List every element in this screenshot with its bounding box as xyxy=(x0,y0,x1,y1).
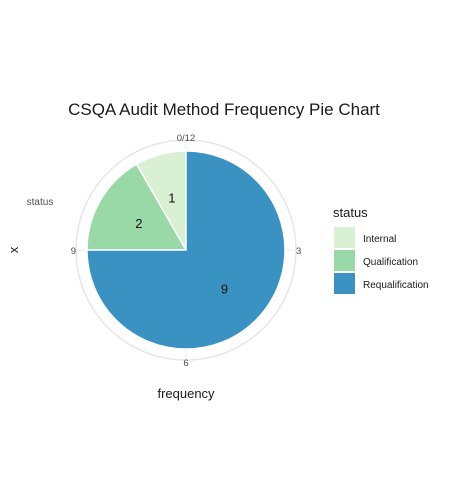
slice-value-label-qualification: 2 xyxy=(135,216,142,231)
legend-label-requalification: Requalification xyxy=(363,280,429,291)
legend-swatch-internal xyxy=(334,227,355,248)
legend-title: status xyxy=(333,205,368,220)
slice-value-label-internal: 1 xyxy=(168,190,175,205)
legend-label-qualification: Qualification xyxy=(363,257,418,268)
pie-slice-requalification xyxy=(86,150,286,350)
legend-swatch-qualification xyxy=(334,250,355,271)
legend-swatch-requalification xyxy=(334,273,355,294)
theta-tick-bottom: 6 xyxy=(183,358,188,369)
slice-value-label-requalification: 9 xyxy=(221,282,228,297)
legend: status Internal Qualification Requalificat… xyxy=(333,205,429,294)
pie-slice-qualification xyxy=(86,163,188,251)
x-axis-label: frequency xyxy=(157,386,215,401)
y-category-label: status xyxy=(27,197,54,208)
theta-tick-left: 9 xyxy=(71,246,76,257)
slice-labels: 1 2 9 xyxy=(135,190,228,296)
theta-tick-top: 0/12 xyxy=(177,133,196,144)
pie-slices xyxy=(86,150,286,350)
legend-label-internal: Internal xyxy=(363,234,396,245)
chart-title: CSQA Audit Method Frequency Pie Chart xyxy=(68,100,380,119)
theta-tick-right: 3 xyxy=(296,246,301,257)
y-axis-label: x xyxy=(6,246,21,253)
